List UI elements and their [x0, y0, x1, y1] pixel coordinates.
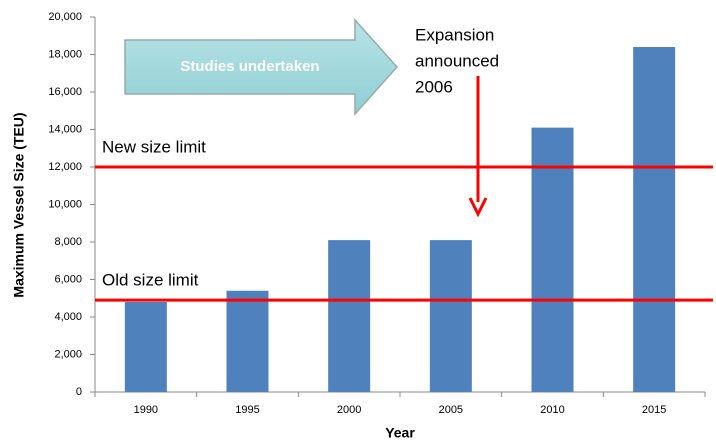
- x-tick-label: 1990: [134, 404, 158, 416]
- y-axis-label: Maximum Vessel Size (TEU): [11, 112, 27, 297]
- bar: [531, 127, 574, 392]
- callout-text: 2006: [415, 77, 453, 96]
- bar: [226, 290, 269, 392]
- y-tick-label: 12,000: [48, 161, 82, 173]
- y-tick-label: 16,000: [48, 86, 82, 98]
- bar: [328, 240, 371, 392]
- banner-arrow: [124, 18, 399, 116]
- y-tick-label: 8,000: [54, 236, 82, 248]
- y-tick-label: 10,000: [48, 198, 82, 210]
- y-tick-label: 6,000: [54, 273, 82, 285]
- bar: [124, 302, 167, 392]
- callout-arrowhead: [468, 197, 488, 218]
- y-tick-label: 18,000: [48, 48, 82, 60]
- bar: [633, 47, 676, 392]
- x-tick-label: 2015: [642, 404, 666, 416]
- bar: [429, 240, 472, 392]
- x-tick-label: 2000: [337, 404, 361, 416]
- x-tick-label: 2005: [439, 404, 463, 416]
- reference-label: Old size limit: [102, 271, 199, 290]
- y-tick-label: 14,000: [48, 123, 82, 135]
- x-tick-label: 2010: [540, 404, 564, 416]
- reference-label: New size limit: [102, 137, 206, 156]
- callout-text: Expansion: [415, 25, 494, 44]
- y-tick-label: 2,000: [54, 348, 82, 360]
- y-tick-label: 4,000: [54, 311, 82, 323]
- callout-text: announced: [415, 51, 499, 70]
- x-tick-label: 1995: [235, 404, 259, 416]
- banner-text: Studies undertaken: [180, 58, 319, 75]
- y-tick-label: 20,000: [48, 11, 82, 23]
- x-axis-label: Year: [385, 425, 415, 441]
- y-tick-label: 0: [76, 386, 82, 398]
